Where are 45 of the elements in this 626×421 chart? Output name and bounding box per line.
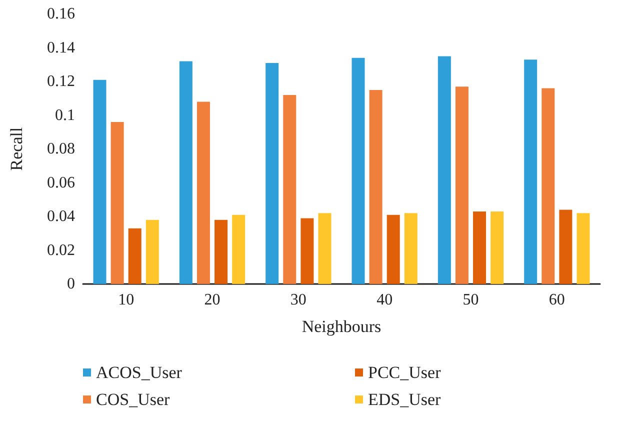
x-tick-label: 30 [290,292,306,308]
legend-label: EDS_User [368,390,442,409]
bar [490,211,504,284]
y-tick-label: 0.1 [55,106,75,124]
x-tick-label: 10 [118,292,134,308]
bar [473,211,486,284]
bar [93,80,106,284]
bar [266,62,279,284]
legend-label: PCC_User [368,363,442,382]
y-tick-label: 0.08 [47,140,75,158]
y-tick-label: 0.04 [47,208,75,225]
bar [524,60,538,284]
x-tick-label: 20 [204,292,220,308]
bar [369,90,382,284]
x-tick-label: 40 [376,292,393,308]
bar [318,213,332,284]
bar [576,213,590,284]
x-tick-label: 60 [548,292,565,308]
bar [352,58,365,284]
bar [559,210,572,284]
bar [404,213,418,284]
bar [110,122,124,284]
legend-label: COS_User [96,390,170,409]
bar [542,88,555,284]
bar [128,228,142,284]
x-tick-label: 50 [462,292,479,308]
bar [386,214,400,284]
bar [438,56,451,284]
bar [455,86,468,284]
bar [214,220,228,284]
x-axis-title: Neighbours [302,317,382,336]
y-tick-label: 0.16 [47,6,75,22]
y-tick-label: 0.14 [47,39,75,56]
y-tick-label: 0 [67,276,75,292]
bar [179,61,192,284]
bar [232,214,246,284]
bar [196,102,210,284]
y-tick-label: 0.12 [47,73,75,90]
legend-label: ACOS_User [96,363,182,382]
bar [146,220,159,284]
bar [283,95,296,284]
y-tick-label: 0.06 [47,174,75,192]
bar [300,218,314,284]
y-axis-title: Recall [7,127,26,171]
y-tick-label: 0.02 [47,242,75,259]
